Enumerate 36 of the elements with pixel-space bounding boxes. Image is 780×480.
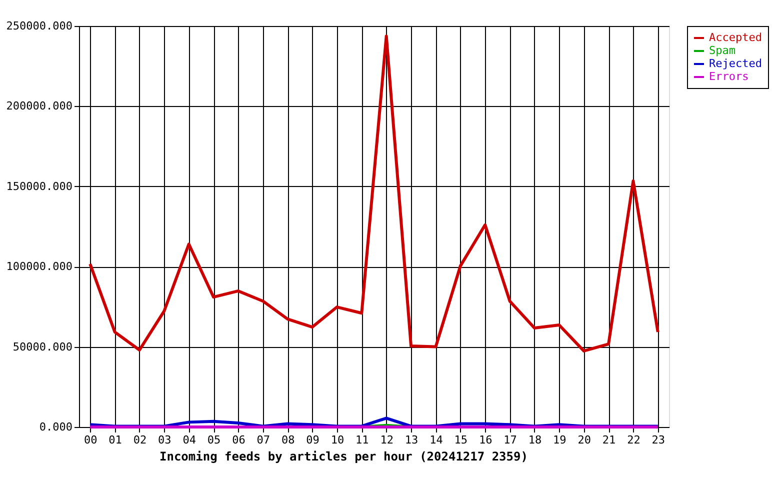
legend-label: Rejected xyxy=(709,57,762,70)
x-tick-label: 23 xyxy=(652,434,666,446)
x-tick-label: 04 xyxy=(182,434,196,446)
x-tick-label: 22 xyxy=(627,434,640,446)
x-tick-label: 07 xyxy=(256,434,270,446)
y-tick-label: 100000.000 xyxy=(6,260,72,274)
x-tick-label: 08 xyxy=(281,434,295,446)
x-tick-label: 03 xyxy=(158,434,172,446)
x-tick-label: 00 xyxy=(84,434,98,446)
y-tick-label: 150000.000 xyxy=(6,180,72,193)
x-tick-label: 02 xyxy=(133,434,147,446)
x-tick-label: 06 xyxy=(232,434,246,446)
line-series xyxy=(88,34,660,352)
x-tick-label: 13 xyxy=(404,434,418,446)
x-tick-label: 05 xyxy=(207,434,221,446)
x-axis-title: Incoming feeds by articles per hour (20241217 2359) xyxy=(160,450,528,464)
x-tick-label: 09 xyxy=(306,434,320,446)
x-tick-label: 11 xyxy=(356,434,369,446)
x-tick-label: 14 xyxy=(430,434,444,446)
y-tick-label: 250000.000 xyxy=(6,20,72,32)
y-tick-label: 0.000 xyxy=(39,420,72,434)
x-tick-label: 17 xyxy=(504,434,517,446)
x-tick-label: 15 xyxy=(454,434,468,446)
y-tick-label: 50000.000 xyxy=(12,340,72,354)
x-tick-label: 12 xyxy=(380,434,394,446)
x-tick-label: 21 xyxy=(602,434,616,446)
legend-label: Errors xyxy=(709,70,749,83)
x-tick-label: 10 xyxy=(330,434,344,446)
x-tick-label: 20 xyxy=(578,434,591,446)
x-tick-label: 01 xyxy=(108,434,122,446)
x-tick-label: 19 xyxy=(553,434,566,446)
legend-label: Spam xyxy=(709,44,736,57)
y-tick-label: 200000.000 xyxy=(6,100,72,113)
x-tick-label: 16 xyxy=(478,434,492,446)
x-tick-label: 18 xyxy=(528,434,542,446)
legend-label: Accepted xyxy=(709,31,762,44)
